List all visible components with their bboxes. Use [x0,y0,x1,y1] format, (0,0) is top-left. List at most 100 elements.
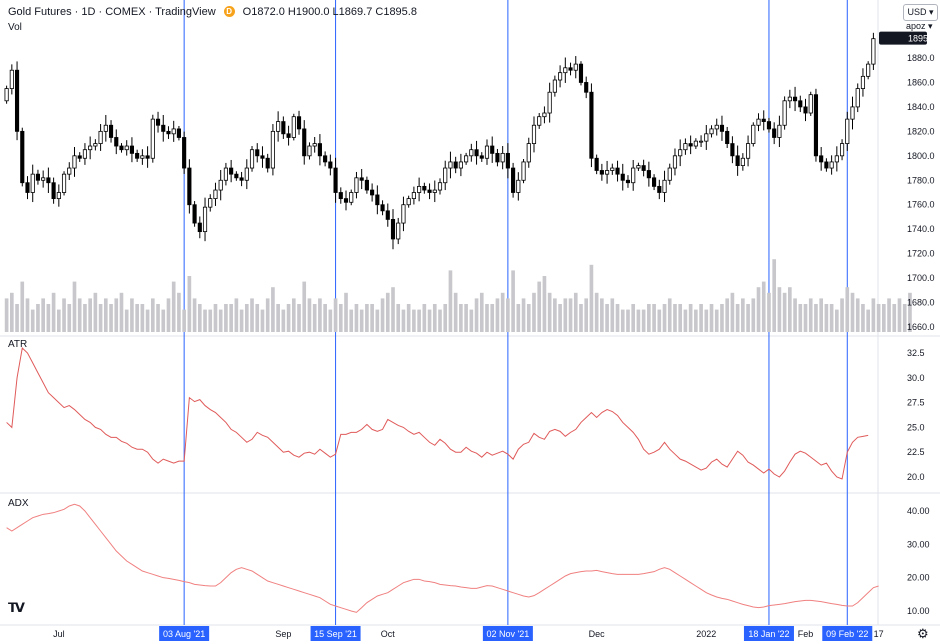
volume-bar [218,309,223,332]
candle-body [103,124,108,132]
candle-body [547,91,552,114]
candle-body [683,143,688,151]
candle-body [239,177,244,181]
settings-gear-icon[interactable]: ⚙ [917,626,929,641]
candle-body [166,130,171,135]
candle-body [636,165,641,169]
volume-bar [902,304,907,332]
volume-bar [678,304,683,332]
candle-body [620,173,625,181]
volume-bar [819,298,824,332]
volume-bar [271,287,275,332]
volume-bar [239,309,244,332]
atr-tick-label: 27.5 [907,398,925,408]
volume-bar [547,292,552,332]
volume-bar [516,304,521,332]
candle-body [187,167,192,206]
candle-body [380,204,385,212]
candle-body [317,143,322,157]
candle-body [819,155,824,163]
candle-body [390,218,396,240]
candle-body [803,106,808,114]
candle-body [558,72,563,81]
volume-bar [260,309,265,332]
volume-bar [741,298,745,332]
volume-bar [20,281,25,332]
volume-bar [704,309,709,332]
candle-body [458,161,463,169]
volume-bar [197,304,202,332]
symbol-title[interactable]: Gold Futures · 1D · COMEX · TradingView [8,6,216,18]
volume-bar [182,309,186,332]
time-tick-label: Feb [798,629,814,639]
volume-bar [291,298,296,332]
candle-body [871,38,876,65]
candle-body [631,167,636,184]
volume-bar [876,304,881,332]
volume-bar [866,309,870,332]
volume-bar [479,292,484,332]
volume-bar [375,309,380,332]
candle-body [756,118,761,126]
volume-bar [88,298,92,332]
candle-body [594,157,599,171]
volume-bar [761,281,766,332]
volume-bar [610,298,615,332]
volume-bar [803,304,808,332]
candle-body [735,155,740,166]
candle-body [385,210,390,220]
candle-body [464,155,469,163]
candle-body [437,182,443,191]
volume-bar [798,304,803,332]
adx-pane-label: ADX [8,498,29,509]
volume-bar [145,309,150,332]
candle-body [751,124,756,144]
date-marker-tag [482,626,533,641]
candle-body [798,100,803,108]
volume-bar [297,304,301,332]
volume-bar [406,304,411,332]
candle-body [834,155,839,163]
candle-body [714,124,719,130]
time-tick-label: Jul [53,629,65,639]
candle-body [30,173,35,193]
volume-bar [333,298,338,332]
candle-body [354,177,359,193]
candle-body [610,167,615,171]
candle-body [328,161,333,169]
atr-series-line [6,347,869,480]
volume-bar [537,281,542,332]
price-tick-label: 1740.0 [907,224,935,234]
volume-bar [30,309,35,332]
candle-body [229,167,234,175]
candle-body [719,124,725,132]
candle-body [129,145,134,154]
candle-body [573,63,578,71]
volume-bar [98,304,103,332]
candle-body [119,145,124,151]
date-marker-tag [310,626,361,641]
volume-bar [631,304,636,332]
price-tick-label: 1720.0 [907,249,935,259]
volume-bar [208,309,213,332]
volume-bar [213,304,218,332]
volume-bar [521,298,526,332]
tradingview-logo-icon[interactable]: 𝗧𝗩 [8,600,25,615]
volume-bar [83,304,87,332]
time-tick-label: 17 [874,629,884,639]
candle-body [860,75,866,89]
candle-body [223,167,228,181]
scale-mode-dropdown[interactable]: apoz ▾ [906,21,933,31]
currency-dropdown[interactable]: USD ▾ [903,4,938,21]
candle-body [171,128,176,135]
candle-body [511,167,516,193]
candle-body [208,198,213,208]
volume-bar [589,264,594,332]
candle-body [505,152,510,169]
candle-body [855,88,860,108]
volume-bar [323,304,327,332]
candle-body [296,116,302,130]
volume-bar [281,309,286,332]
volume-bar [385,292,390,332]
